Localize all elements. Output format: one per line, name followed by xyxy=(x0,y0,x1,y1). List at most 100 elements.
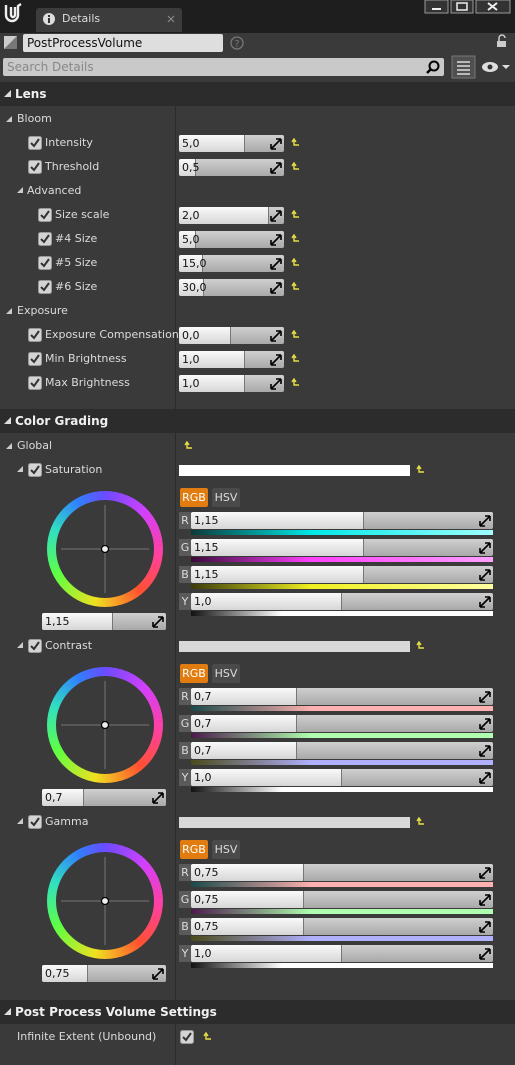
reset-button[interactable] xyxy=(291,161,301,172)
drag-handle xyxy=(269,137,283,151)
channel-label: G xyxy=(179,715,191,732)
channel-gradient xyxy=(191,611,493,616)
property-label: #5 Size xyxy=(55,256,98,269)
reset-button[interactable] xyxy=(291,137,301,148)
channel-field[interactable]: 0,7 xyxy=(191,742,493,759)
field-value: 1,0 xyxy=(194,947,212,960)
drag-handle xyxy=(478,920,492,934)
channel-field[interactable]: 0,75 xyxy=(191,864,493,881)
expand-arrow[interactable] xyxy=(4,306,14,316)
wheel-value-field[interactable]: 0,7 xyxy=(42,789,166,806)
wheel-value-field[interactable]: 0,75 xyxy=(42,965,166,982)
mode-button[interactable]: HSV xyxy=(212,840,240,859)
expand-arrow[interactable] xyxy=(4,114,14,124)
checkbox[interactable] xyxy=(28,815,42,829)
checkbox[interactable] xyxy=(28,328,42,342)
mode-button[interactable]: RGB xyxy=(180,664,208,683)
section-header[interactable]: Lens xyxy=(0,82,515,106)
slider-track xyxy=(297,742,493,759)
field-value: 30,0 xyxy=(182,281,207,294)
reset-button[interactable] xyxy=(416,640,426,651)
name-field[interactable]: PostProcessVolume xyxy=(23,34,223,52)
tab[interactable]: Details xyxy=(36,8,182,32)
checkbox[interactable] xyxy=(38,232,52,246)
reset-button[interactable] xyxy=(291,209,301,220)
channel-field[interactable]: 1,15 xyxy=(191,512,493,529)
section-header[interactable]: Post Process Volume Settings xyxy=(0,1000,515,1024)
reset-button[interactable] xyxy=(291,377,301,388)
window-buttons[interactable] xyxy=(424,0,512,15)
channel-field[interactable]: 1,0 xyxy=(191,769,493,786)
channel-field[interactable]: 1,0 xyxy=(191,945,493,962)
reset-button[interactable] xyxy=(291,257,301,268)
group-label: Advanced xyxy=(27,184,82,197)
help-icon[interactable]: ? xyxy=(230,36,244,50)
slider-fill xyxy=(191,742,297,759)
expand-arrow[interactable] xyxy=(4,441,14,451)
channel-field[interactable]: 1,15 xyxy=(191,539,493,556)
checkbox[interactable] xyxy=(38,208,52,222)
field-value: 2,0 xyxy=(182,209,200,222)
drag-handle xyxy=(478,744,492,758)
expand-arrow[interactable] xyxy=(15,185,25,195)
checkbox[interactable] xyxy=(28,376,42,390)
checkbox[interactable] xyxy=(38,280,52,294)
channel-field[interactable]: 0,75 xyxy=(191,891,493,908)
view-options[interactable] xyxy=(451,55,513,79)
mode-button[interactable]: HSV xyxy=(212,664,240,683)
mode-button[interactable]: RGB xyxy=(180,840,208,859)
lock-icon[interactable] xyxy=(495,34,509,48)
search-box[interactable]: Search Details xyxy=(3,58,444,76)
checkbox[interactable] xyxy=(28,160,42,174)
numeric-field[interactable]: 30,0 xyxy=(179,279,284,296)
numeric-field[interactable]: 5,0 xyxy=(179,231,284,248)
expand-arrow[interactable] xyxy=(15,464,25,474)
reset-button[interactable] xyxy=(184,440,194,451)
checkbox[interactable] xyxy=(28,463,42,477)
channel-field[interactable]: 0,7 xyxy=(191,688,493,705)
checkbox[interactable] xyxy=(28,639,42,653)
expand-arrow[interactable] xyxy=(15,816,25,826)
expand-arrow[interactable] xyxy=(15,640,25,650)
numeric-field[interactable]: 15,0 xyxy=(179,255,284,272)
drag-handle xyxy=(478,866,492,880)
wheel-value-field[interactable]: 1,15 xyxy=(42,613,166,630)
reset-button[interactable] xyxy=(291,329,301,340)
checkbox[interactable] xyxy=(28,136,42,150)
checkbox[interactable] xyxy=(28,352,42,366)
drag-handle xyxy=(478,690,492,704)
checkbox[interactable] xyxy=(38,256,52,270)
numeric-field[interactable]: 1,0 xyxy=(179,375,284,392)
checkbox[interactable] xyxy=(180,1030,194,1044)
close-tab[interactable] xyxy=(166,14,176,24)
mode-button[interactable]: HSV xyxy=(212,488,240,507)
reset-button[interactable] xyxy=(416,464,426,475)
reset-button[interactable] xyxy=(203,1031,213,1042)
numeric-field[interactable]: 2,0 xyxy=(179,207,284,224)
slider-track xyxy=(84,789,166,806)
section-header[interactable]: Color Grading xyxy=(0,409,515,433)
channel-field[interactable]: 1,15 xyxy=(191,566,493,583)
channel-field[interactable]: 0,7 xyxy=(191,715,493,732)
numeric-field[interactable]: 1,0 xyxy=(179,351,284,368)
reset-button[interactable] xyxy=(291,233,301,244)
field-value: 1,0 xyxy=(194,595,212,608)
slider-fill xyxy=(179,255,203,272)
mode-button[interactable]: RGB xyxy=(180,488,208,507)
channel-gradient xyxy=(191,963,493,968)
channel-field[interactable]: 0,75 xyxy=(191,918,493,935)
reset-button[interactable] xyxy=(291,281,301,292)
field-value: 0,75 xyxy=(194,893,219,906)
numeric-field[interactable]: 0,5 xyxy=(179,159,284,176)
numeric-field[interactable]: 5,0 xyxy=(179,135,284,152)
channel-gradient xyxy=(191,557,493,562)
channel-gradient xyxy=(191,706,493,711)
reset-button[interactable] xyxy=(291,353,301,364)
field-value: 0,5 xyxy=(182,161,200,174)
reset-button[interactable] xyxy=(416,816,426,827)
slider-track xyxy=(342,945,493,962)
slider-fill xyxy=(191,918,304,935)
numeric-field[interactable]: 0,0 xyxy=(179,327,284,344)
channel-field[interactable]: 1,0 xyxy=(191,593,493,610)
